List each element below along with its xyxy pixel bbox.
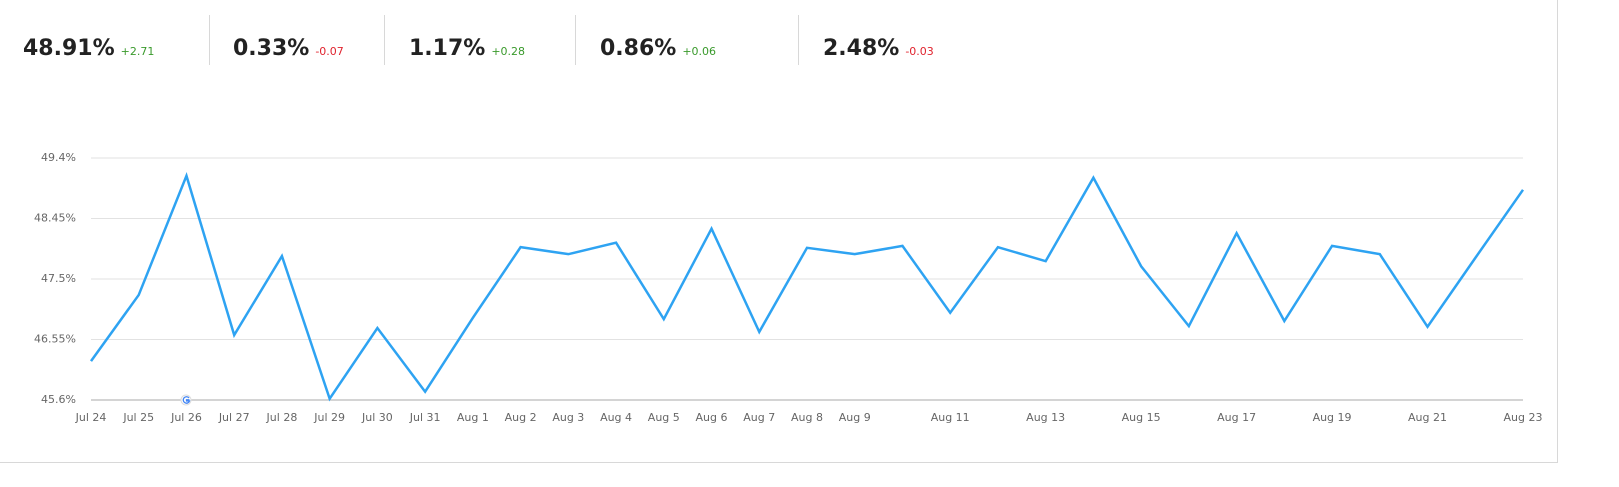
- google-marker: [180, 394, 192, 406]
- x-tick-label: Jul 31: [409, 411, 441, 424]
- panel-frame: [0, 0, 1558, 463]
- x-tick-label: Aug 15: [1122, 411, 1161, 424]
- metric-change: +0.28: [491, 45, 526, 58]
- x-tick-label: Aug 23: [1504, 411, 1543, 424]
- metric: 1.17% +0.28: [409, 36, 525, 61]
- separator: [384, 15, 385, 65]
- metric-value: 48.91%: [23, 36, 115, 61]
- metric: 0.33% -0.07: [233, 36, 344, 61]
- x-tick-label: Aug 9: [839, 411, 871, 424]
- metric: 48.91% +2.71: [23, 36, 154, 61]
- x-tick-label: Aug 3: [552, 411, 584, 424]
- x-tick-label: Aug 4: [600, 411, 632, 424]
- metric-change: -0.03: [905, 45, 934, 58]
- x-tick-label: Aug 2: [505, 411, 537, 424]
- separator: [575, 15, 576, 65]
- metric-value: 2.48%: [823, 36, 900, 61]
- metric-value: 0.33%: [233, 36, 310, 61]
- x-tick-label: Jul 27: [218, 411, 250, 424]
- x-tick-label: Aug 5: [648, 411, 680, 424]
- x-tick-label: Aug 7: [743, 411, 775, 424]
- x-tick-label: Aug 11: [931, 411, 970, 424]
- metric: 2.48% -0.03: [823, 36, 934, 61]
- metric-change: +0.06: [682, 45, 717, 58]
- metric: 0.86% +0.06: [600, 36, 716, 61]
- y-tick-label: 45.6%: [41, 393, 76, 406]
- metric-change: +2.71: [120, 45, 155, 58]
- x-tick-label: Jul 24: [75, 411, 107, 424]
- y-tick-label: 47.5%: [41, 272, 76, 285]
- line-series: [89, 172, 1525, 402]
- chart: 45.6% 46.55% 47.5% 48.45% 49.4% Jul 24 Jul 25 J…: [34, 151, 1543, 424]
- x-tick-label: Aug 1: [457, 411, 489, 424]
- y-tick-label: 46.55%: [34, 333, 76, 346]
- x-tick-label: Aug 17: [1217, 411, 1256, 424]
- separator: [798, 15, 799, 65]
- separator: [209, 15, 210, 65]
- y-tick-label: 49.4%: [41, 151, 76, 164]
- x-tick-label: Aug 19: [1313, 411, 1352, 424]
- x-tick-label: Jul 30: [361, 411, 393, 424]
- x-tick-label: Aug 8: [791, 411, 823, 424]
- metric-value: 1.17%: [409, 36, 486, 61]
- x-tick-label: Aug 21: [1408, 411, 1447, 424]
- metric-value: 0.86%: [600, 36, 677, 61]
- metric-change: -0.07: [315, 45, 344, 58]
- x-tick-label: Jul 25: [122, 411, 154, 424]
- x-tick-label: Jul 28: [266, 411, 298, 424]
- x-tick-label: Aug 13: [1026, 411, 1065, 424]
- x-tick-label: Aug 6: [696, 411, 728, 424]
- x-tick-label: Jul 26: [170, 411, 202, 424]
- y-tick-label: 48.45%: [34, 212, 76, 225]
- x-tick-label: Jul 29: [313, 411, 345, 424]
